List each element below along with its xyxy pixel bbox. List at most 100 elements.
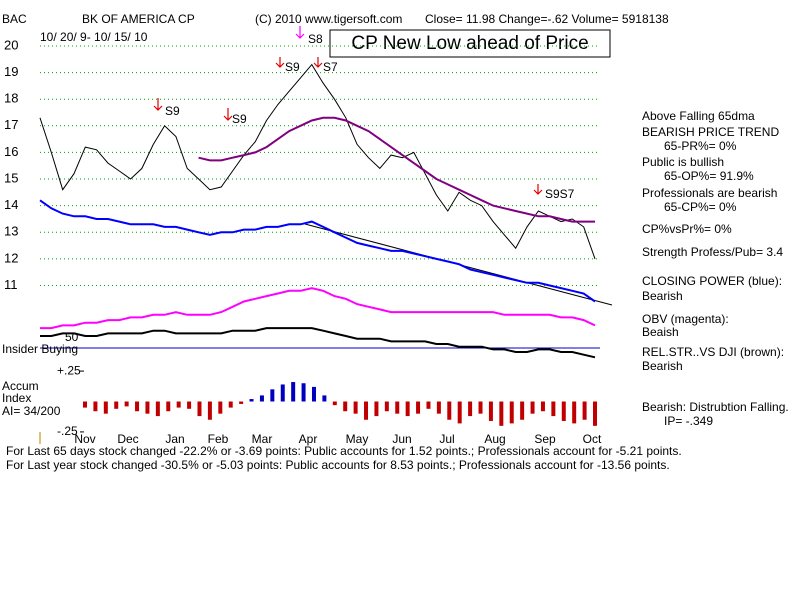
side-note: REL.STR..VS DJI (brown):: [642, 345, 784, 359]
accum-bar: [582, 401, 587, 420]
side-note: Professionals are bearish: [642, 186, 777, 200]
annotation: 50: [65, 330, 79, 344]
side-note: OBV (magenta):: [642, 312, 729, 326]
accum-bar: [509, 401, 514, 424]
accum-bar: [488, 401, 493, 421]
side-note: CP%vsPr%= 0%: [642, 222, 732, 236]
side-note: Bearish: [642, 289, 683, 303]
copyright: (C) 2010 www.tigersoft.com: [255, 12, 402, 26]
symbol: BAC: [2, 12, 27, 26]
series-line: [39, 199, 596, 303]
footer-line: For Last year stock changed -30.5% or -5…: [6, 458, 670, 472]
y-tick-label: 12: [4, 250, 18, 265]
accum-bar: [259, 395, 264, 402]
left-label: Index: [2, 391, 31, 405]
x-tick-label: Dec: [117, 432, 138, 446]
accum-bar: [561, 401, 566, 421]
y-tick-label: 17: [4, 117, 18, 132]
x-tick-label: Nov: [74, 432, 95, 446]
series-line: [198, 116, 595, 223]
accum-bar: [364, 401, 369, 420]
x-tick-label: Apr: [299, 432, 318, 446]
accum-bar: [187, 401, 192, 409]
side-note: 65-PR%= 0%: [664, 139, 737, 153]
annotation: S9S7: [545, 187, 575, 201]
side-note: CLOSING POWER (blue):: [642, 274, 782, 288]
accum-bar: [218, 401, 223, 414]
x-tick-label: Sep: [534, 432, 556, 446]
company: BK OF AMERICA CP: [82, 12, 195, 26]
accum-bar: [416, 401, 421, 414]
accum-bar: [457, 401, 462, 424]
accum-bar: [520, 401, 525, 420]
accum-bar: [405, 401, 410, 417]
accum-bar: [540, 401, 545, 412]
accum-bar: [103, 401, 108, 414]
annotation: S9: [285, 60, 300, 74]
series-line: [40, 287, 596, 330]
side-note: 65-CP%= 0%: [664, 200, 737, 214]
side-note: Strength Profess/Pub= 3.4: [642, 245, 783, 259]
accum-bar: [280, 384, 285, 402]
title-box: [329, 29, 611, 58]
chart-title: CP New Low ahead of Price: [351, 33, 588, 54]
y-tick-label: 11: [4, 277, 18, 292]
x-tick-label: Jun: [392, 432, 411, 446]
annotation: S8: [308, 32, 323, 46]
accum-bar: [197, 401, 202, 417]
accum-bar: [530, 401, 535, 414]
x-tick-label: Jan: [165, 432, 184, 446]
side-note: Above Falling 65dma: [642, 109, 755, 123]
accum-bar: [207, 401, 212, 420]
accum-bar: [93, 401, 98, 412]
accum-bar: [395, 401, 400, 414]
accum-bar: [311, 386, 316, 402]
accum-bar: [572, 401, 577, 424]
series-line: [40, 327, 596, 359]
annotation: S9: [165, 104, 180, 118]
accum-bar: [384, 401, 389, 412]
x-tick-label: Oct: [583, 432, 602, 446]
accum-bar: [114, 401, 119, 409]
annotation: S7: [323, 60, 338, 74]
accum-bar: [301, 383, 306, 402]
accum-bar: [124, 401, 129, 407]
y-tick-label: 15: [4, 170, 18, 185]
accum-bar: [239, 401, 244, 404]
accum-bar: [551, 401, 556, 417]
accum-bar: [249, 399, 254, 402]
x-tick-label: Jul: [439, 432, 454, 446]
side-note: Beaish: [642, 325, 679, 339]
accum-bar: [426, 401, 431, 409]
accum-bar: [436, 401, 441, 414]
accum-bar: [447, 401, 452, 420]
accum-bar: [468, 401, 473, 417]
y-tick-label: -.25: [57, 424, 78, 438]
accum-bar: [322, 395, 327, 402]
accum-bar: [353, 401, 358, 414]
side-note: IP= -.349: [664, 414, 713, 428]
quote: Close= 11.98 Change=-.62 Volume= 5918138: [425, 12, 669, 26]
side-note: Bearish: Distrubtion Falling.: [642, 400, 789, 414]
footer-line: For Last 65 days stock changed -22.2% or…: [6, 444, 682, 458]
left-label: Accum: [2, 379, 39, 393]
y-tick-label: 18: [4, 91, 18, 106]
accum-bar: [499, 401, 504, 426]
left-label: AI= 34/200: [2, 404, 61, 418]
accum-bar: [478, 401, 483, 414]
series-line: [39, 63, 596, 260]
y-tick-label: 13: [4, 224, 18, 239]
accum-bar: [135, 401, 140, 412]
accum-bar: [166, 401, 171, 412]
y-tick-label: 20: [4, 37, 18, 52]
y-tick-label: 16: [4, 144, 18, 159]
accum-bar: [228, 401, 233, 408]
accum-bar: [332, 401, 337, 406]
y-tick-label: 19: [4, 64, 18, 79]
side-note: Public is bullish: [642, 155, 724, 169]
annotation: S9: [232, 112, 247, 126]
x-tick-label: Mar: [252, 432, 273, 446]
accum-bar: [374, 401, 379, 417]
